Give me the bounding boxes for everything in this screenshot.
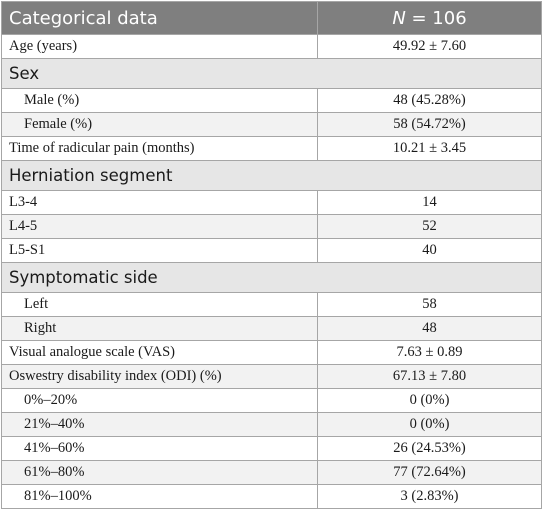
row-label: Right — [1, 316, 318, 341]
row-value: 58 (54.72%) — [317, 112, 542, 137]
row-value: 14 — [317, 190, 542, 215]
table-row-odi-41-60: 41%–60% 26 (24.53%) — [1, 436, 542, 461]
table-row-odi: Oswestry disability index (ODI) (%) 67.1… — [1, 364, 542, 389]
group-label: Herniation segment — [1, 160, 542, 191]
table-row-odi-0-20: 0%–20% 0 (0%) — [1, 388, 542, 413]
row-value: 58 — [317, 292, 542, 317]
row-value: 77 (72.64%) — [317, 460, 542, 485]
row-value: 67.13 ± 7.80 — [317, 364, 542, 389]
header-categorical-data: Categorical data — [1, 1, 318, 35]
table-row-female: Female (%) 58 (54.72%) — [1, 112, 542, 137]
table-row-l3-4: L3-4 14 — [1, 190, 542, 215]
row-label: Time of radicular pain (months) — [1, 136, 318, 161]
group-row-sex: Sex — [1, 58, 542, 89]
row-value: 10.21 ± 3.45 — [317, 136, 542, 161]
table-row-odi-21-40: 21%–40% 0 (0%) — [1, 412, 542, 437]
row-value: 48 (45.28%) — [317, 88, 542, 113]
n-symbol: N — [392, 7, 406, 29]
row-label: Left — [1, 292, 318, 317]
group-label: Symptomatic side — [1, 262, 542, 293]
n-value: = 106 — [405, 7, 467, 29]
row-value: 26 (24.53%) — [317, 436, 542, 461]
table-row-vas: Visual analogue scale (VAS) 7.63 ± 0.89 — [1, 340, 542, 365]
header-row: Categorical data N = 106 — [1, 1, 542, 35]
table-row-l5-s1: L5-S1 40 — [1, 238, 542, 263]
row-value: 52 — [317, 214, 542, 239]
row-label: 0%–20% — [1, 388, 318, 413]
row-label: Male (%) — [1, 88, 318, 113]
row-label: Age (years) — [1, 34, 318, 59]
table-row-radicular-pain: Time of radicular pain (months) 10.21 ± … — [1, 136, 542, 161]
row-label: 61%–80% — [1, 460, 318, 485]
row-label: L5-S1 — [1, 238, 318, 263]
row-label: L3-4 — [1, 190, 318, 215]
table-row-odi-61-80: 61%–80% 77 (72.64%) — [1, 460, 542, 485]
row-label: 81%–100% — [1, 484, 318, 509]
row-label: Visual analogue scale (VAS) — [1, 340, 318, 365]
group-label: Sex — [1, 58, 542, 89]
row-value: 49.92 ± 7.60 — [317, 34, 542, 59]
row-value: 7.63 ± 0.89 — [317, 340, 542, 365]
table-row-left: Left 58 — [1, 292, 542, 317]
table-row-age: Age (years) 49.92 ± 7.60 — [1, 34, 542, 59]
row-label: 41%–60% — [1, 436, 318, 461]
row-label: L4-5 — [1, 214, 318, 239]
table-row-male: Male (%) 48 (45.28%) — [1, 88, 542, 113]
row-label: 21%–40% — [1, 412, 318, 437]
table-row-right: Right 48 — [1, 316, 542, 341]
table-row-odi-81-100: 81%–100% 3 (2.83%) — [1, 484, 542, 509]
row-value: 48 — [317, 316, 542, 341]
table-row-l4-5: L4-5 52 — [1, 214, 542, 239]
row-label: Female (%) — [1, 112, 318, 137]
group-row-symptomatic-side: Symptomatic side — [1, 262, 542, 293]
row-value: 0 (0%) — [317, 388, 542, 413]
row-value: 0 (0%) — [317, 412, 542, 437]
row-label: Oswestry disability index (ODI) (%) — [1, 364, 318, 389]
row-value: 40 — [317, 238, 542, 263]
demographics-table: Categorical data N = 106 Age (years) 49.… — [1, 1, 542, 509]
row-value: 3 (2.83%) — [317, 484, 542, 509]
group-row-herniation-segment: Herniation segment — [1, 160, 542, 191]
header-sample-size: N = 106 — [317, 1, 542, 35]
